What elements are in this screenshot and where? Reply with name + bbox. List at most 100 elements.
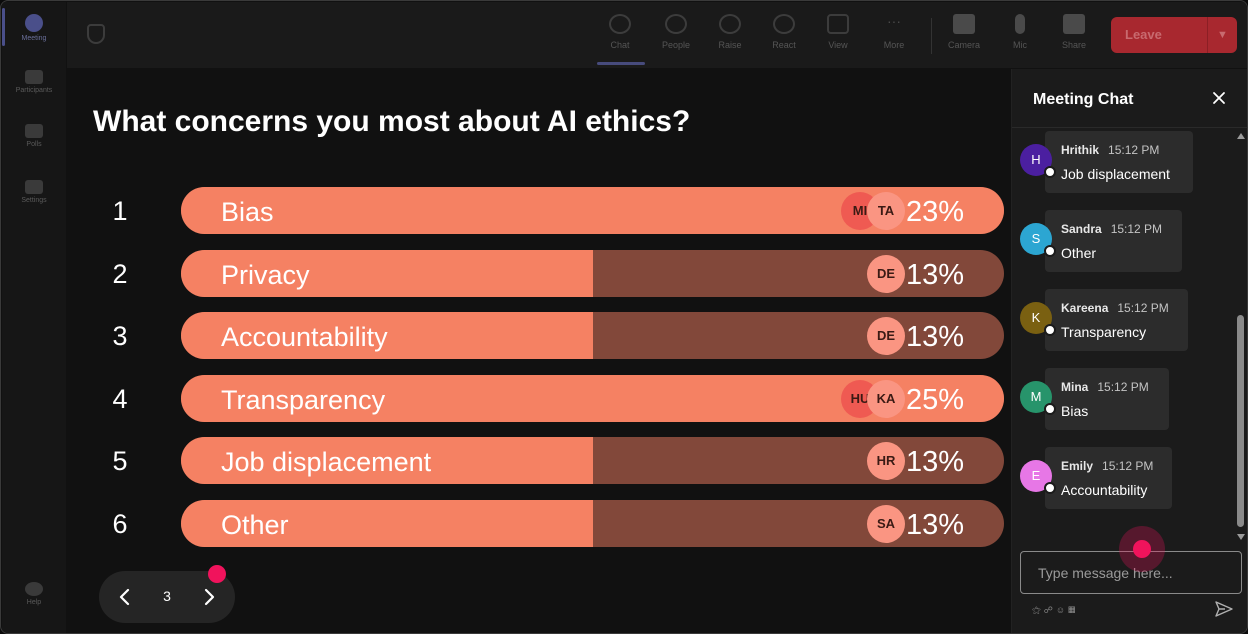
toolbar-label: Camera <box>947 40 980 50</box>
chat-message: Hrithik 15:12 PM Job displacement H <box>1020 131 1240 195</box>
message-bubble: Kareena 15:12 PM Transparency <box>1045 289 1188 351</box>
toolbar-label: React <box>772 40 796 50</box>
chat-message: Emily 15:12 PM Accountability E <box>1020 447 1240 511</box>
rail-selection-indicator <box>2 8 5 46</box>
toolbar-share-button[interactable]: Share <box>1049 14 1099 50</box>
toolbar-label: People <box>661 40 691 50</box>
sender-name: Kareena <box>1061 301 1109 315</box>
active-tab-indicator <box>597 62 645 65</box>
poll-option-row: 2 Privacy DE 13% <box>67 250 1009 298</box>
option-percent: 13% <box>905 446 964 478</box>
poll-stage: What concerns you most about AI ethics? … <box>67 69 1009 633</box>
option-percent: 23% <box>905 196 964 228</box>
message-compose-box[interactable] <box>1020 551 1242 594</box>
voter-avatar: KA <box>867 380 905 418</box>
poll-option-row: 5 Job displacement HR 13% <box>67 437 1009 485</box>
message-input[interactable] <box>1022 553 1240 592</box>
message-text: Other <box>1061 245 1097 261</box>
option-number: 2 <box>112 259 128 289</box>
voter-avatar: HR <box>867 442 905 480</box>
message-text: Bias <box>1061 403 1089 419</box>
chevron-left-icon <box>119 588 130 606</box>
rail-item-polls[interactable]: Polls <box>2 124 66 148</box>
toolbar-divider <box>931 18 932 54</box>
poll-question: What concerns you most about AI ethics? <box>93 105 691 138</box>
previous-button[interactable] <box>111 583 139 611</box>
gif-icon[interactable]: ▦ <box>1068 605 1079 615</box>
camera-icon <box>953 14 975 34</box>
grid-icon <box>827 14 849 34</box>
voter-avatar: DE <box>867 255 905 293</box>
send-button[interactable] <box>1214 599 1234 619</box>
rail-item-settings[interactable]: Settings <box>2 180 66 204</box>
result-bar: Bias MI TA 23% <box>181 187 1004 234</box>
microphone-icon <box>1015 14 1025 34</box>
toolbar-label: Share <box>1061 40 1087 50</box>
message-bubble: Hrithik 15:12 PM Job displacement <box>1045 131 1193 193</box>
result-bar: Privacy DE 13% <box>181 250 1004 297</box>
message-time: 15:12 PM <box>1097 380 1149 394</box>
option-number: 1 <box>112 196 128 226</box>
polls-icon <box>25 124 43 138</box>
sender-name: Emily <box>1061 459 1094 473</box>
chat-message: Kareena 15:12 PM Transparency K <box>1020 289 1240 353</box>
shield-icon <box>87 24 105 44</box>
toolbar-view-button[interactable]: View <box>813 14 863 50</box>
toolbar-label: Mic <box>1013 40 1027 50</box>
cursor-dot <box>1133 540 1151 558</box>
rail-item-participants[interactable]: Participants <box>2 70 66 94</box>
rail-item-label: Polls <box>26 141 42 148</box>
option-label: Job displacement <box>221 447 432 477</box>
option-number: 3 <box>112 321 128 351</box>
toolbar-people-button[interactable]: People <box>651 14 701 50</box>
option-label: Accountability <box>221 322 388 352</box>
option-percent: 13% <box>905 259 964 291</box>
scroll-up-icon[interactable] <box>1237 133 1245 139</box>
format-icon[interactable]: ⚝ <box>1032 605 1044 615</box>
voter-avatar: SA <box>867 505 905 543</box>
toolbar-mic-button[interactable]: Mic <box>995 14 1045 50</box>
scroll-down-icon[interactable] <box>1237 534 1245 540</box>
rail-item-help[interactable]: Help <box>2 582 66 606</box>
meeting-icon <box>25 14 43 32</box>
presence-status-icon <box>1044 324 1056 336</box>
result-bar-fill <box>181 437 593 484</box>
share-screen-icon <box>1063 14 1085 34</box>
message-bubble: Mina 15:12 PM Bias <box>1045 368 1169 430</box>
rail-item-meeting[interactable]: Meeting <box>2 14 66 42</box>
next-button[interactable] <box>195 583 223 611</box>
toolbar-label: More <box>883 40 905 50</box>
toolbar-more-button[interactable]: ··· More <box>869 14 919 50</box>
presence-status-icon <box>1044 166 1056 178</box>
emoji-icon[interactable]: ☺ <box>1055 605 1069 615</box>
message-time: 15:12 PM <box>1108 143 1160 157</box>
option-percent: 25% <box>905 384 964 416</box>
hand-icon <box>719 14 741 34</box>
close-chat-button[interactable] <box>1208 87 1230 109</box>
attach-icon[interactable]: ☍ <box>1043 605 1056 615</box>
sender-name: Sandra <box>1061 222 1102 236</box>
notification-dot <box>208 565 226 583</box>
chevron-down-icon[interactable]: ▼ <box>1207 17 1237 53</box>
leave-button[interactable]: Leave ▼ <box>1111 17 1237 53</box>
toolbar-label: View <box>828 40 848 50</box>
toolbar-camera-button[interactable]: Camera <box>939 14 989 50</box>
chat-icon <box>609 14 631 34</box>
message-bubble: Sandra 15:12 PM Other <box>1045 210 1182 272</box>
chat-scrollbar[interactable] <box>1235 129 1247 544</box>
message-text: Transparency <box>1061 324 1147 340</box>
participants-icon <box>25 70 43 84</box>
toolbar-raise-button[interactable]: Raise <box>705 14 755 50</box>
toolbar-react-button[interactable]: React <box>759 14 809 50</box>
rail-item-label: Participants <box>15 87 53 94</box>
scrollbar-thumb[interactable] <box>1237 315 1244 527</box>
option-number: 4 <box>112 384 128 414</box>
leave-label: Leave <box>1125 27 1162 42</box>
smiley-icon <box>773 14 795 34</box>
toolbar-chat-button[interactable]: Chat <box>595 14 645 50</box>
option-label: Other <box>221 510 289 540</box>
message-bubble: Emily 15:12 PM Accountability <box>1045 447 1172 509</box>
poll-option-row: 1 Bias MI TA 23% <box>67 187 1009 235</box>
meeting-toolbar: Chat People Raise React View ··· More Ca… <box>67 2 1247 68</box>
